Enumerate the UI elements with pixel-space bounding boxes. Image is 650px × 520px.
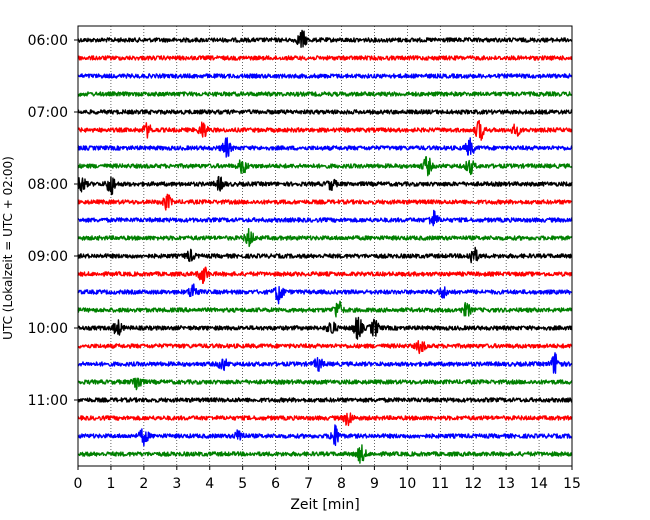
trace-1115 (77, 412, 573, 427)
trace-0715 (77, 119, 573, 141)
x-tick-label: 2 (139, 476, 148, 492)
x-tick-label: 4 (205, 476, 214, 492)
y-tick-label: 10:00 (28, 321, 68, 337)
trace-0915 (77, 266, 573, 285)
y-tick-label: 08:00 (28, 177, 68, 193)
trace-1130 (77, 424, 573, 447)
trace-1000 (77, 316, 573, 340)
y-axis-title: UTC (Lokalzeit = UTC + 02:00) (1, 156, 15, 340)
trace-1045 (77, 377, 573, 391)
trace-0700 (77, 109, 573, 115)
x-tick-label: 14 (530, 476, 548, 492)
grid-lines (110, 26, 540, 466)
trace-0615 (77, 55, 573, 61)
x-tick-label: 15 (563, 476, 581, 492)
x-tick-label: 12 (464, 476, 482, 492)
y-tick-label: 07:00 (28, 105, 68, 121)
x-tick-label: 3 (172, 476, 181, 492)
trace-0900 (77, 246, 573, 264)
x-tick-label: 10 (398, 476, 416, 492)
x-tick-label: 7 (304, 476, 313, 492)
x-tick-label: 5 (238, 476, 247, 492)
plot-frame (77, 25, 573, 467)
x-axis-title: Zeit [min] (290, 497, 359, 513)
y-tick-label: 11:00 (28, 393, 68, 409)
trace-0930 (77, 283, 573, 305)
trace-0645 (77, 91, 573, 97)
seismic-traces (77, 29, 573, 464)
trace-0845 (77, 227, 573, 248)
x-axis-ticks: 0 1 2 3 4 5 6 7 8 9 10 11 12 13 14 15 (74, 466, 581, 492)
trace-0630 (77, 73, 573, 79)
trace-1015 (77, 340, 573, 355)
y-axis-ticks: 06:00 07:00 08:00 09:00 10:00 11:00 (28, 33, 78, 409)
trace-1100 (77, 397, 573, 403)
trace-0730 (77, 137, 573, 158)
trace-0945 (77, 300, 573, 318)
x-tick-label: 11 (431, 476, 449, 492)
x-tick-label: 1 (106, 476, 115, 492)
trace-0815 (77, 193, 573, 211)
x-tick-label: 9 (370, 476, 379, 492)
trace-1145 (77, 444, 573, 464)
x-tick-label: 8 (337, 476, 346, 492)
x-tick-label: 13 (497, 476, 515, 492)
trace-0800 (77, 175, 573, 196)
trace-1030 (77, 352, 573, 374)
trace-0600 (77, 29, 573, 48)
trace-0830 (77, 209, 573, 227)
x-tick-label: 6 (271, 476, 280, 492)
y-tick-label: 06:00 (28, 33, 68, 49)
trace-0745 (77, 156, 573, 177)
x-tick-label: 0 (74, 476, 83, 492)
y-tick-label: 09:00 (28, 249, 68, 265)
